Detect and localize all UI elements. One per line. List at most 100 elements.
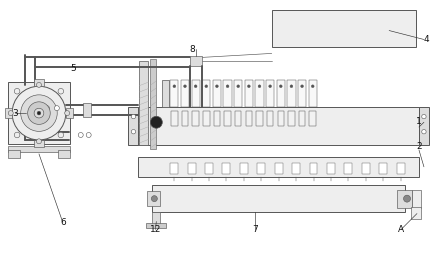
Bar <box>205 163 213 174</box>
Bar <box>379 163 387 174</box>
Circle shape <box>131 114 136 119</box>
Bar <box>362 163 370 174</box>
Bar <box>222 163 230 174</box>
Bar <box>191 80 200 107</box>
Circle shape <box>58 89 64 94</box>
Text: 8: 8 <box>189 45 195 54</box>
Bar <box>292 163 300 174</box>
Circle shape <box>404 195 411 202</box>
Circle shape <box>36 82 42 87</box>
Bar <box>203 111 210 126</box>
Text: 4: 4 <box>424 35 430 44</box>
Bar <box>8 150 20 158</box>
Bar <box>257 163 265 174</box>
Bar <box>272 10 416 47</box>
Bar <box>419 107 429 145</box>
Bar <box>170 80 179 107</box>
Bar <box>162 80 169 107</box>
Circle shape <box>422 130 426 134</box>
Bar <box>245 80 253 107</box>
Bar <box>275 163 283 174</box>
Circle shape <box>301 85 303 88</box>
Text: 7: 7 <box>252 225 258 234</box>
Circle shape <box>58 132 64 138</box>
Bar <box>150 59 156 149</box>
Bar <box>277 80 285 107</box>
Bar <box>224 111 231 126</box>
Circle shape <box>226 85 229 88</box>
Bar <box>213 80 221 107</box>
Bar <box>309 80 317 107</box>
Bar <box>256 111 263 126</box>
Circle shape <box>54 106 59 111</box>
Circle shape <box>237 85 240 88</box>
Circle shape <box>194 85 197 88</box>
Circle shape <box>183 85 187 88</box>
Bar <box>182 111 188 126</box>
Bar <box>214 111 220 126</box>
Circle shape <box>44 106 50 111</box>
Text: 1: 1 <box>416 117 422 126</box>
Bar <box>411 207 421 219</box>
Bar <box>266 80 274 107</box>
Bar <box>192 111 199 126</box>
Circle shape <box>14 132 20 138</box>
Bar <box>397 190 412 207</box>
Bar <box>310 111 316 126</box>
Bar <box>344 163 352 174</box>
Circle shape <box>258 85 261 88</box>
Bar <box>310 163 318 174</box>
Bar <box>58 150 70 158</box>
Bar <box>223 80 232 107</box>
Circle shape <box>269 85 272 88</box>
Circle shape <box>205 85 208 88</box>
Circle shape <box>21 95 57 131</box>
Circle shape <box>150 116 162 128</box>
Circle shape <box>78 132 83 138</box>
Circle shape <box>290 85 293 88</box>
Bar <box>148 191 160 206</box>
Circle shape <box>311 85 314 88</box>
Bar <box>8 146 70 152</box>
Circle shape <box>131 130 136 134</box>
Bar <box>83 103 91 117</box>
Text: A: A <box>398 225 404 234</box>
Bar <box>34 140 44 147</box>
Circle shape <box>8 111 13 116</box>
Bar <box>288 111 295 126</box>
Circle shape <box>37 111 41 115</box>
Bar <box>128 107 139 145</box>
Circle shape <box>152 196 157 202</box>
Circle shape <box>34 108 44 118</box>
Bar <box>139 107 419 145</box>
Bar <box>234 80 242 107</box>
Bar <box>277 111 284 126</box>
Bar <box>146 223 166 228</box>
Circle shape <box>12 86 66 140</box>
Circle shape <box>27 102 50 124</box>
Bar <box>327 163 335 174</box>
Bar <box>190 56 202 66</box>
Bar <box>235 111 241 126</box>
Circle shape <box>216 85 218 88</box>
Circle shape <box>65 111 70 116</box>
Bar <box>152 185 405 211</box>
Circle shape <box>280 85 282 88</box>
Circle shape <box>422 114 426 119</box>
Text: 2: 2 <box>416 142 422 151</box>
Bar <box>8 82 70 144</box>
Bar <box>139 157 419 177</box>
Circle shape <box>248 85 250 88</box>
Bar <box>298 80 306 107</box>
Bar <box>412 190 421 207</box>
Bar <box>299 111 305 126</box>
Text: 3: 3 <box>12 109 18 118</box>
Bar <box>256 80 264 107</box>
Bar <box>152 211 160 223</box>
Bar <box>181 80 189 107</box>
Circle shape <box>14 89 20 94</box>
Text: 5: 5 <box>70 64 76 73</box>
Circle shape <box>36 139 42 144</box>
Bar <box>288 80 295 107</box>
Circle shape <box>173 85 176 88</box>
